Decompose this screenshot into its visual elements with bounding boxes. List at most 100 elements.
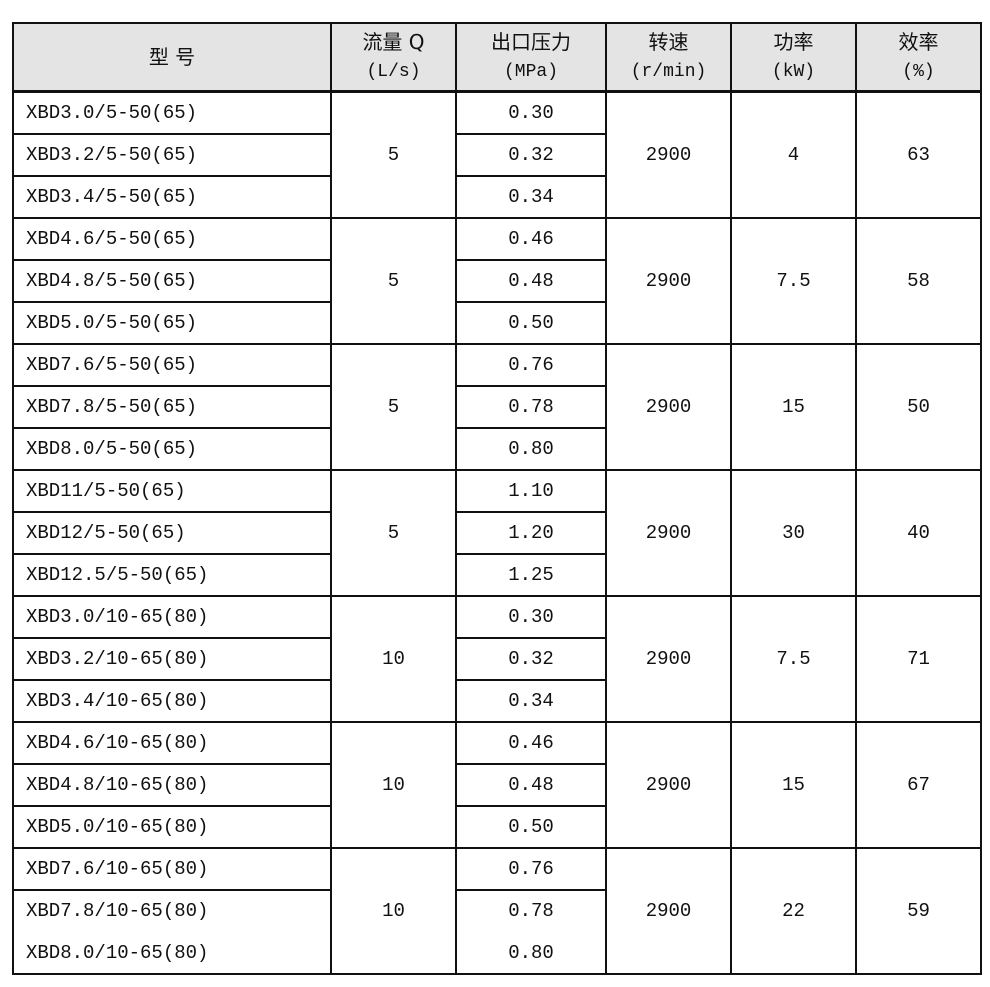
model-cell: XBD7.8/10-65(80) bbox=[12, 889, 332, 932]
pressure-cell: 0.30 bbox=[455, 90, 607, 135]
speed-cell: 2900 bbox=[605, 721, 732, 849]
pressure-cell: 0.34 bbox=[455, 679, 607, 723]
table-row: XBD8.0/10-65(80) 0.80 bbox=[12, 931, 981, 975]
table-row: XBD4.8/10-65(80) 0.48 bbox=[12, 763, 981, 807]
model-cell: XBD7.6/5-50(65) bbox=[12, 343, 332, 387]
table-row: XBD5.0/5-50(65) 0.50 bbox=[12, 301, 981, 345]
table-row: XBD4.8/5-50(65) 0.48 bbox=[12, 259, 981, 303]
speed-cell: 2900 bbox=[605, 469, 732, 597]
header-speed: 转速 (r/min) bbox=[605, 22, 732, 93]
speed-cell: 2900 bbox=[605, 595, 732, 723]
pressure-cell: 0.46 bbox=[455, 721, 607, 765]
table-row: XBD3.2/5-50(65) 0.32 bbox=[12, 133, 981, 177]
table-row: XBD7.8/5-50(65) 0.78 bbox=[12, 385, 981, 429]
header-power: 功率 (kW) bbox=[730, 22, 857, 93]
table-row: XBD7.6/10-65(80) 10 0.76 2900 22 59 bbox=[12, 847, 982, 975]
power-cell: 30 bbox=[730, 469, 857, 597]
pressure-cell: 0.78 bbox=[455, 385, 607, 429]
pressure-cell: 1.20 bbox=[455, 511, 607, 555]
header-unit: (L/s) bbox=[366, 62, 421, 82]
header-pressure: 出口压力 (MPa) bbox=[455, 22, 607, 93]
model-cell: XBD4.8/5-50(65) bbox=[12, 259, 332, 303]
flow-cell: 5 bbox=[330, 90, 457, 219]
pressure-cell: 0.48 bbox=[455, 259, 607, 303]
table-row: XBD4.6/10-65(80) 10 0.46 2900 15 67 bbox=[12, 721, 982, 849]
power-cell: 7.5 bbox=[730, 217, 857, 345]
model-cell: XBD7.8/5-50(65) bbox=[12, 385, 332, 429]
efficiency-cell: 63 bbox=[855, 90, 982, 219]
header-unit: (MPa) bbox=[503, 62, 558, 82]
pressure-cell: 1.25 bbox=[455, 553, 607, 597]
pressure-cell: 1.10 bbox=[455, 469, 607, 513]
pressure-cell: 0.76 bbox=[455, 343, 607, 387]
table-row: XBD3.2/10-65(80) 0.32 bbox=[12, 637, 981, 681]
flow-cell: 5 bbox=[330, 343, 457, 471]
model-cell: XBD5.0/10-65(80) bbox=[12, 805, 332, 849]
table-row: XBD7.8/10-65(80) 0.78 bbox=[12, 889, 981, 932]
table-row: XBD7.6/5-50(65) 5 0.76 2900 15 50 bbox=[12, 343, 982, 471]
pressure-cell: 0.46 bbox=[455, 217, 607, 261]
header-label: 出口压力 bbox=[491, 30, 571, 54]
header-label: 流量 Q bbox=[362, 30, 425, 54]
pressure-cell: 0.34 bbox=[455, 175, 607, 219]
model-cell: XBD4.6/10-65(80) bbox=[12, 721, 332, 765]
model-cell: XBD12.5/5-50(65) bbox=[12, 553, 332, 597]
model-cell: XBD3.4/10-65(80) bbox=[12, 679, 332, 723]
speed-cell: 2900 bbox=[605, 217, 732, 345]
power-cell: 15 bbox=[730, 343, 857, 471]
efficiency-cell: 50 bbox=[855, 343, 982, 471]
header-flow: 流量 Q (L/s) bbox=[330, 22, 457, 93]
table-row: XBD3.0/10-65(80) 10 0.30 2900 7.5 71 bbox=[12, 595, 982, 723]
efficiency-cell: 40 bbox=[855, 469, 982, 597]
model-cell: XBD4.8/10-65(80) bbox=[12, 763, 332, 807]
header-unit: (r/min) bbox=[630, 62, 707, 82]
model-cell: XBD3.2/5-50(65) bbox=[12, 133, 332, 177]
pressure-cell: 0.50 bbox=[455, 301, 607, 345]
power-cell: 7.5 bbox=[730, 595, 857, 723]
pressure-cell: 0.78 bbox=[455, 889, 607, 932]
pressure-cell: 0.80 bbox=[455, 427, 607, 471]
header-label: 效率 bbox=[898, 30, 939, 54]
flow-cell: 5 bbox=[330, 217, 457, 345]
efficiency-cell: 71 bbox=[855, 595, 982, 723]
flow-cell: 10 bbox=[330, 595, 457, 723]
speed-cell: 2900 bbox=[605, 847, 732, 975]
header-unit: (kW) bbox=[771, 62, 816, 82]
pressure-cell: 0.30 bbox=[455, 595, 607, 639]
model-cell: XBD3.0/10-65(80) bbox=[12, 595, 332, 639]
model-cell: XBD8.0/5-50(65) bbox=[12, 427, 332, 471]
pressure-cell: 0.32 bbox=[455, 133, 607, 177]
header-label: 转速 bbox=[648, 30, 689, 54]
model-cell: XBD3.4/5-50(65) bbox=[12, 175, 332, 219]
table-row: XBD5.0/10-65(80) 0.50 bbox=[12, 805, 981, 849]
model-cell: XBD5.0/5-50(65) bbox=[12, 301, 332, 345]
pressure-cell: 0.80 bbox=[455, 931, 607, 975]
efficiency-cell: 67 bbox=[855, 721, 982, 849]
table-row: XBD11/5-50(65) 5 1.10 2900 30 40 bbox=[12, 469, 982, 597]
pressure-cell: 0.76 bbox=[455, 847, 607, 891]
power-cell: 15 bbox=[730, 721, 857, 849]
table-row: XBD3.4/5-50(65) 0.34 bbox=[12, 175, 981, 219]
speed-cell: 2900 bbox=[605, 90, 732, 219]
pump-spec-table: 型 号 流量 Q (L/s) 出口压力 (MPa) 转速 (r/min) 功率 (kW) 效率 (%… bbox=[12, 22, 982, 975]
power-cell: 4 bbox=[730, 90, 857, 219]
pressure-cell: 0.48 bbox=[455, 763, 607, 807]
pressure-cell: 0.32 bbox=[455, 637, 607, 681]
efficiency-cell: 59 bbox=[855, 847, 982, 975]
efficiency-cell: 58 bbox=[855, 217, 982, 345]
table-row: XBD12/5-50(65) 1.20 bbox=[12, 511, 981, 555]
table-row: XBD4.6/5-50(65) 5 0.46 2900 7.5 58 bbox=[12, 217, 982, 345]
power-cell: 22 bbox=[730, 847, 857, 975]
model-cell: XBD8.0/10-65(80) bbox=[12, 931, 332, 975]
speed-cell: 2900 bbox=[605, 343, 732, 471]
header-efficiency: 效率 (%) bbox=[855, 22, 982, 93]
table-row: XBD12.5/5-50(65) 1.25 bbox=[12, 553, 981, 597]
model-cell: XBD11/5-50(65) bbox=[12, 469, 332, 513]
table-row: XBD3.0/5-50(65) 5 0.30 2900 4 63 bbox=[12, 90, 982, 219]
model-cell: XBD3.2/10-65(80) bbox=[12, 637, 332, 681]
flow-cell: 5 bbox=[330, 469, 457, 597]
model-cell: XBD3.0/5-50(65) bbox=[12, 90, 332, 135]
table-row: XBD3.4/10-65(80) 0.34 bbox=[12, 679, 981, 723]
model-cell: XBD12/5-50(65) bbox=[12, 511, 332, 555]
table-row: XBD8.0/5-50(65) 0.80 bbox=[12, 427, 981, 471]
